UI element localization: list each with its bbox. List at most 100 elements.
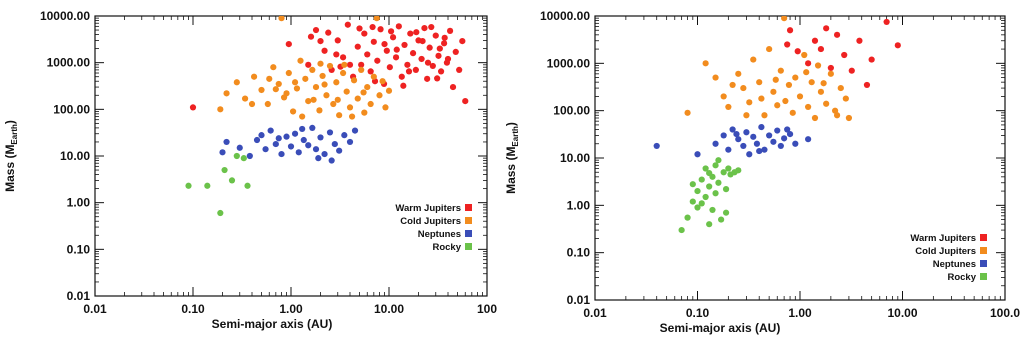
point-cold-jupiters	[293, 85, 301, 92]
point-warm-jupiters	[381, 40, 388, 48]
point-cold-jupiters	[223, 90, 230, 97]
point-cold-jupiters	[334, 96, 341, 103]
point-warm-jupiters	[786, 27, 794, 34]
point-warm-jupiters	[894, 42, 901, 49]
point-cold-jupiters	[299, 113, 306, 120]
point-cold-jupiters	[370, 73, 377, 80]
point-warm-jupiters	[407, 30, 414, 37]
point-warm-jupiters	[386, 64, 393, 71]
point-neptunes	[275, 135, 282, 142]
legend-swatch-rocky	[465, 243, 472, 250]
point-rocky	[715, 157, 722, 164]
point-neptunes	[777, 142, 784, 150]
legend-swatch-cold-jupiters	[465, 217, 472, 224]
point-cold-jupiters	[837, 84, 844, 92]
point-warm-jupiters	[419, 37, 426, 45]
point-cold-jupiters	[305, 98, 312, 105]
point-rocky	[185, 182, 192, 189]
point-cold-jupiters	[772, 76, 779, 83]
point-cold-jupiters	[283, 90, 290, 97]
point-warm-jupiters	[428, 23, 435, 31]
legend-swatch-cold-jupiters	[980, 247, 987, 254]
point-neptunes	[743, 129, 750, 136]
point-rocky	[725, 165, 732, 172]
y-tick-label: 0.10	[567, 246, 591, 260]
point-cold-jupiters	[343, 88, 350, 95]
point-warm-jupiters	[883, 18, 890, 26]
point-cold-jupiters	[729, 81, 736, 89]
point-cold-jupiters	[321, 81, 328, 88]
point-warm-jupiters	[405, 68, 413, 75]
point-warm-jupiters	[325, 29, 332, 36]
point-cold-jupiters	[777, 67, 784, 74]
point-cold-jupiters	[796, 93, 804, 100]
y-tick-label: 10.00	[560, 151, 590, 165]
point-cold-jupiters	[316, 107, 323, 114]
point-neptunes	[283, 133, 290, 140]
point-cold-jupiters	[297, 57, 304, 64]
point-warm-jupiters	[339, 54, 347, 61]
point-warm-jupiters	[383, 47, 390, 54]
point-warm-jupiters	[398, 73, 405, 80]
point-cold-jupiters	[312, 83, 320, 91]
point-cold-jupiters	[341, 61, 348, 68]
point-warm-jupiters	[426, 44, 433, 51]
point-cold-jupiters	[373, 16, 380, 22]
point-cold-jupiters	[725, 103, 732, 111]
point-rocky	[233, 152, 240, 160]
point-cold-jupiters	[326, 62, 334, 70]
point-cold-jupiters	[346, 104, 354, 111]
point-warm-jupiters	[369, 23, 376, 31]
point-warm-jupiters	[449, 83, 457, 91]
point-cold-jupiters	[361, 109, 368, 116]
point-warm-jupiters	[421, 25, 428, 32]
point-cold-jupiters	[827, 70, 834, 77]
point-cold-jupiters	[241, 95, 249, 102]
point-cold-jupiters	[774, 102, 781, 109]
legend-swatch-neptunes	[465, 230, 472, 237]
point-neptunes	[720, 132, 727, 139]
point-neptunes	[746, 151, 753, 158]
point-neptunes	[712, 140, 719, 147]
point-neptunes	[336, 147, 343, 154]
point-cold-jupiters	[336, 112, 343, 119]
point-cold-jupiters	[382, 104, 389, 111]
point-warm-jupiters	[459, 37, 466, 45]
point-cold-jupiters	[820, 80, 827, 87]
point-cold-jupiters	[289, 108, 297, 115]
point-rocky	[221, 166, 228, 174]
point-cold-jupiters	[354, 95, 361, 102]
point-neptunes	[287, 143, 295, 150]
point-warm-jupiters	[435, 52, 442, 59]
point-warm-jupiters	[856, 37, 863, 44]
point-warm-jupiters	[412, 66, 419, 73]
point-warm-jupiters	[317, 37, 324, 45]
point-neptunes	[309, 124, 316, 132]
point-cold-jupiters	[250, 73, 258, 80]
legend-label-rocky: Rocky	[947, 272, 976, 283]
point-neptunes	[300, 136, 307, 144]
point-neptunes	[321, 150, 328, 158]
x-tick-label: 0.10	[181, 302, 205, 316]
points-group	[185, 16, 469, 217]
point-cold-jupiters	[360, 89, 367, 96]
point-neptunes	[792, 140, 799, 147]
legend-swatch-rocky	[980, 273, 987, 280]
point-neptunes	[267, 127, 274, 134]
point-neptunes	[236, 144, 243, 151]
point-neptunes	[246, 152, 253, 160]
point-warm-jupiters	[452, 48, 459, 56]
point-warm-jupiters	[441, 34, 448, 41]
point-neptunes	[805, 136, 812, 143]
point-warm-jupiters	[863, 81, 871, 89]
point-rocky	[217, 209, 224, 217]
point-cold-jupiters	[801, 51, 808, 59]
point-cold-jupiters	[323, 92, 330, 99]
point-cold-jupiters	[758, 95, 765, 102]
point-neptunes	[729, 126, 736, 133]
point-neptunes	[761, 146, 768, 153]
point-neptunes	[312, 146, 320, 153]
point-cold-jupiters	[702, 60, 709, 67]
plot-frame	[94, 15, 488, 297]
point-cold-jupiters	[761, 112, 768, 119]
